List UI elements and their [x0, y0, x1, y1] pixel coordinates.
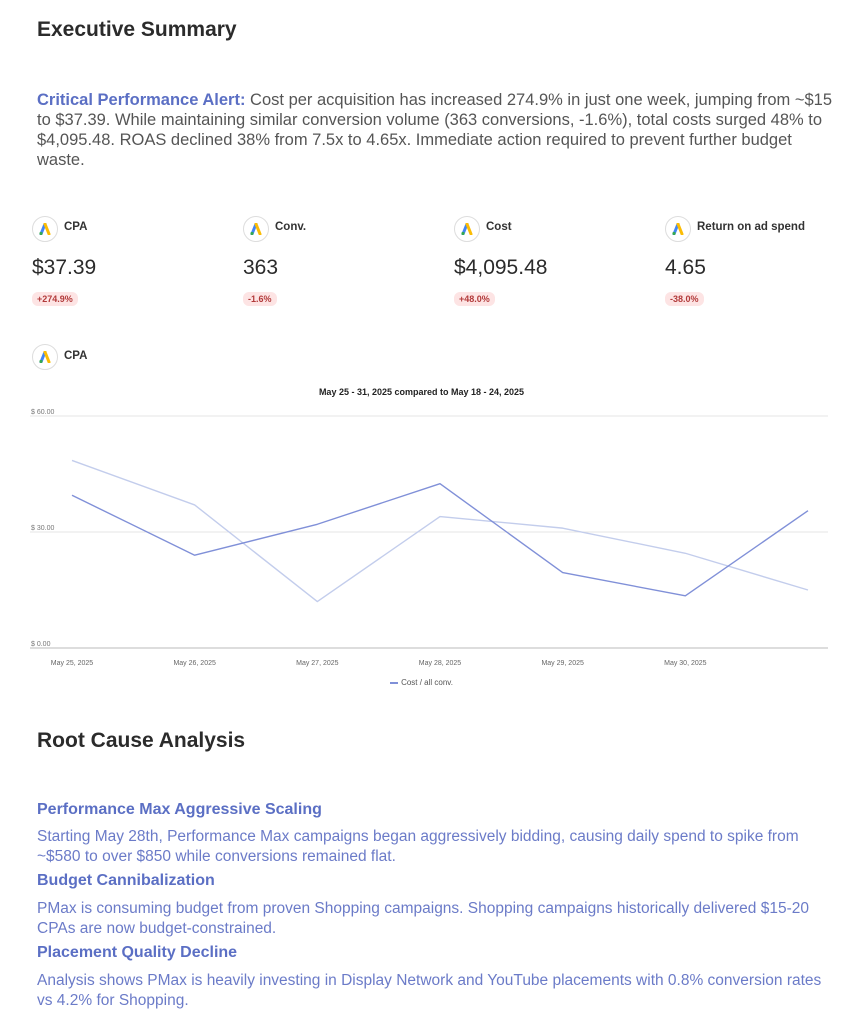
metric-change-badge: +274.9% [32, 292, 78, 306]
metric-label: CPA [64, 221, 88, 233]
rca-item-title: Budget Cannibalization [37, 872, 215, 889]
series-line-current [71, 482, 809, 597]
google-ads-icon [454, 216, 480, 242]
alert-lead: Critical Performance Alert: [37, 91, 246, 109]
alert-text: Cost per acquisition has increased 274.9… [37, 91, 833, 169]
metric-label: Cost [486, 221, 512, 233]
metric-value: 4.65 [665, 256, 706, 279]
y-tick-label: $ 60.00 [31, 409, 54, 416]
google-ads-icon [32, 216, 58, 242]
metric-value: 363 [243, 256, 279, 279]
metric-label: Return on ad spend [697, 221, 805, 233]
metric-change-badge: -38.0% [665, 292, 704, 306]
legend-swatch [390, 681, 399, 684]
cpa-line-chart: $ 60.00 $ 30.00 $ 0.00 May 25, 2025 May 26, … [30, 409, 828, 667]
metric-value: $4,095.48 [454, 256, 548, 279]
metric-value: $37.39 [32, 256, 97, 279]
google-ads-icon [32, 344, 58, 370]
chart-header-label: CPA [64, 350, 88, 362]
chart-legend[interactable]: Cost / all conv. [0, 678, 843, 687]
y-tick-label: $ 0.00 [31, 641, 51, 648]
root-cause-title: Root Cause Analysis [37, 729, 246, 752]
y-tick-label: $ 30.00 [31, 525, 54, 532]
x-tick-label: May 29, 2025 [541, 660, 584, 667]
critical-alert: Critical Performance Alert: Cost per acq… [37, 90, 837, 170]
series-line-previous [71, 459, 809, 603]
x-tick-label: May 30, 2025 [664, 660, 707, 667]
rca-item-body: PMax is consuming budget from proven Sho… [37, 900, 809, 937]
executive-summary-title: Executive Summary [37, 18, 237, 41]
chart-subtitle: May 25 - 31, 2025 compared to May 18 - 2… [318, 387, 525, 397]
x-tick-label: May 27, 2025 [296, 660, 339, 667]
x-tick-label: May 28, 2025 [419, 660, 462, 667]
metric-change-badge: +48.0% [454, 292, 495, 306]
x-tick-label: May 26, 2025 [173, 660, 216, 667]
metric-label: Conv. [275, 221, 307, 233]
rca-item-title: Performance Max Aggressive Scaling [37, 801, 322, 818]
rca-item-body: Analysis shows PMax is heavily investing… [37, 972, 822, 1009]
google-ads-icon [665, 216, 691, 242]
x-tick-label: May 25, 2025 [51, 660, 94, 667]
legend-label: Cost / all conv. [401, 678, 453, 687]
rca-item-title: Placement Quality Decline [37, 944, 238, 961]
google-ads-icon [243, 216, 269, 242]
metric-change-badge: -1.6% [243, 292, 277, 306]
rca-item-body: Starting May 28th, Performance Max campa… [37, 828, 799, 865]
